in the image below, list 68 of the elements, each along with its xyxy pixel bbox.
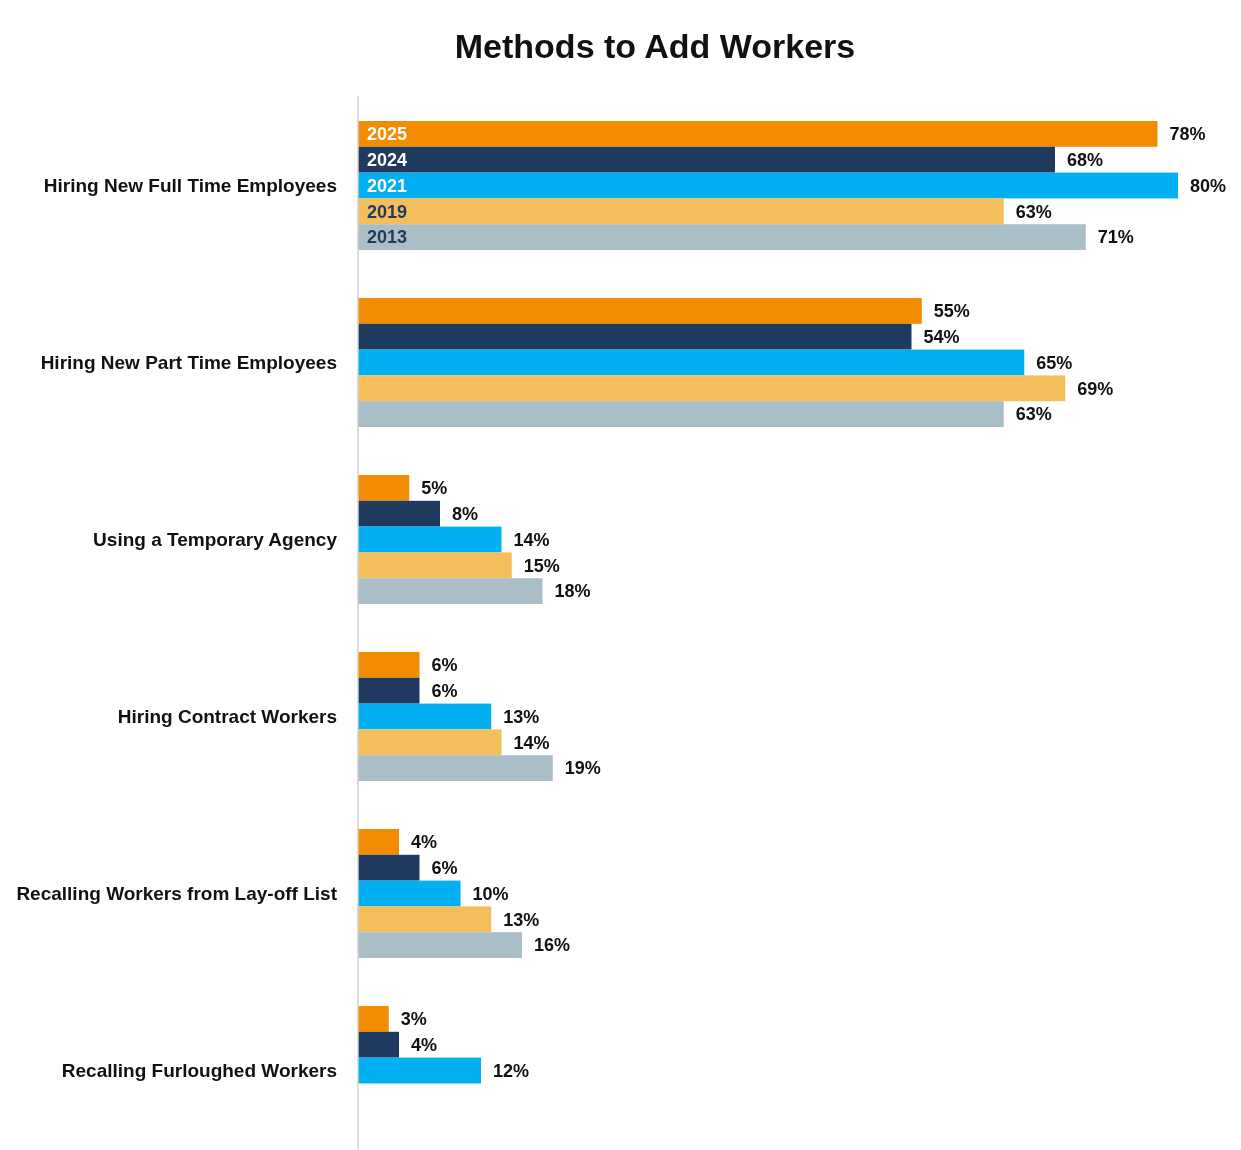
y-tick-label: Recalling Workers from Lay-off List [16,883,338,905]
data-label: 4% [411,1035,438,1055]
data-label: 13% [503,706,540,727]
bar [358,323,912,350]
bar [358,172,1178,199]
bar [358,224,1086,250]
bar [358,677,420,704]
chart-title: Methods to Add Workers [454,26,856,65]
bar [358,1006,389,1032]
series-label: 2025 [367,124,408,145]
data-label: 14% [513,732,550,753]
data-label: 13% [503,909,540,930]
data-label: 15% [523,555,560,576]
data-label: 55% [933,301,970,322]
data-label: 69% [1077,378,1114,399]
bar [358,121,1158,147]
data-label: 6% [431,681,458,701]
y-tick-label: Hiring Contract Workers [117,706,337,728]
data-label: 14% [513,529,550,550]
data-label: 3% [400,1009,427,1030]
data-label: 12% [493,1060,530,1081]
bar [358,906,492,933]
y-tick-label: Using a Temporary Agency [93,529,338,551]
series-label: 2024 [367,150,408,170]
data-label: 16% [534,935,571,956]
data-label: 71% [1097,227,1134,248]
data-label: 54% [923,327,960,347]
y-tick-label: Hiring New Full Time Employees [43,175,337,197]
bar [358,880,461,907]
bar [358,526,502,553]
bar [358,755,553,781]
series-label: 2021 [367,175,408,196]
data-label: 63% [1015,201,1052,222]
bar [358,475,410,501]
bar [358,932,522,958]
bar [358,401,1004,427]
data-label: 65% [1036,352,1073,373]
data-label: 80% [1190,175,1227,196]
bar [358,578,543,604]
data-label: 18% [554,581,591,602]
data-label: 6% [431,858,458,878]
bar [358,1031,399,1058]
bar [358,854,420,881]
data-label: 19% [564,758,601,779]
data-label: 5% [421,478,448,499]
bar [358,552,512,579]
bar [358,146,1055,173]
bar [358,375,1066,402]
bar [358,349,1025,376]
series-label: 2013 [367,227,408,248]
bar [358,652,420,678]
data-label: 8% [452,504,479,524]
bar [358,703,492,730]
bar [358,729,502,756]
bar [358,829,399,855]
y-tick-label: Hiring New Part Time Employees [40,352,337,374]
data-label: 78% [1169,124,1206,145]
bar [358,198,1004,225]
data-label: 6% [431,655,458,676]
bar [358,298,922,324]
data-label: 68% [1067,150,1104,170]
bar [358,500,440,527]
data-label: 63% [1015,404,1052,425]
data-label: 4% [411,832,438,853]
bar [358,1057,481,1084]
series-label: 2019 [367,201,408,222]
y-tick-label: Recalling Furloughed Workers [61,1060,337,1082]
data-label: 10% [472,883,509,904]
